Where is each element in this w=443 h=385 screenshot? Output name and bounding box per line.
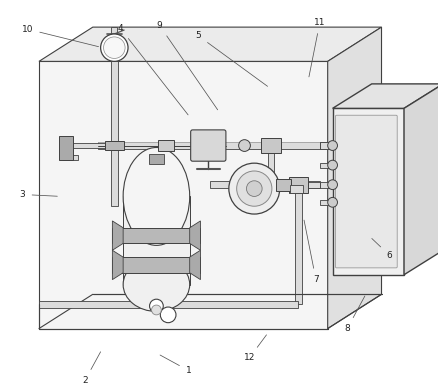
Polygon shape	[98, 142, 320, 149]
Circle shape	[328, 160, 338, 170]
Circle shape	[150, 299, 163, 313]
Polygon shape	[58, 136, 73, 160]
Polygon shape	[308, 182, 320, 187]
Polygon shape	[320, 163, 333, 167]
Polygon shape	[320, 142, 328, 149]
Polygon shape	[153, 304, 159, 307]
Text: 5: 5	[196, 32, 268, 86]
Polygon shape	[333, 108, 404, 275]
Polygon shape	[320, 200, 333, 205]
Polygon shape	[156, 301, 298, 308]
Text: 11: 11	[309, 18, 326, 77]
Polygon shape	[108, 141, 121, 151]
Text: 6: 6	[372, 238, 392, 259]
Polygon shape	[320, 182, 333, 187]
Polygon shape	[123, 196, 190, 285]
Polygon shape	[210, 181, 320, 188]
Polygon shape	[333, 84, 443, 108]
Polygon shape	[159, 140, 174, 151]
Text: 7: 7	[304, 220, 319, 284]
Polygon shape	[63, 155, 78, 160]
Polygon shape	[288, 177, 308, 192]
Polygon shape	[105, 141, 124, 151]
Polygon shape	[39, 301, 156, 308]
Text: 1: 1	[160, 355, 191, 375]
Polygon shape	[290, 185, 303, 192]
Polygon shape	[111, 27, 117, 61]
Polygon shape	[190, 250, 201, 280]
Circle shape	[239, 140, 250, 151]
Polygon shape	[63, 142, 105, 149]
Circle shape	[328, 141, 338, 151]
Polygon shape	[295, 192, 302, 304]
Text: 3: 3	[19, 190, 57, 199]
Text: 8: 8	[344, 296, 365, 333]
Polygon shape	[113, 250, 123, 280]
Polygon shape	[113, 257, 201, 273]
Circle shape	[237, 171, 272, 206]
Polygon shape	[276, 179, 291, 191]
Text: 9: 9	[156, 21, 218, 110]
Circle shape	[246, 181, 262, 196]
Polygon shape	[111, 146, 118, 206]
FancyBboxPatch shape	[190, 130, 226, 161]
Ellipse shape	[123, 258, 190, 311]
Circle shape	[328, 198, 338, 207]
Polygon shape	[190, 221, 201, 250]
Polygon shape	[404, 84, 443, 275]
Text: 4: 4	[117, 23, 188, 115]
Circle shape	[104, 37, 125, 59]
Polygon shape	[153, 157, 160, 206]
Circle shape	[229, 163, 280, 214]
Ellipse shape	[123, 147, 190, 245]
Text: 2: 2	[82, 352, 101, 385]
Polygon shape	[113, 228, 201, 243]
Polygon shape	[320, 142, 333, 149]
Polygon shape	[328, 27, 381, 328]
Polygon shape	[39, 27, 381, 61]
Circle shape	[160, 307, 176, 323]
Polygon shape	[148, 154, 164, 164]
Polygon shape	[111, 61, 118, 146]
Polygon shape	[39, 61, 328, 328]
Text: 12: 12	[244, 335, 267, 362]
Polygon shape	[268, 153, 274, 180]
Polygon shape	[113, 221, 123, 250]
Circle shape	[328, 180, 338, 189]
Circle shape	[101, 34, 128, 61]
Text: 10: 10	[21, 25, 98, 47]
Polygon shape	[261, 138, 281, 153]
Circle shape	[152, 305, 161, 315]
FancyBboxPatch shape	[335, 115, 397, 268]
